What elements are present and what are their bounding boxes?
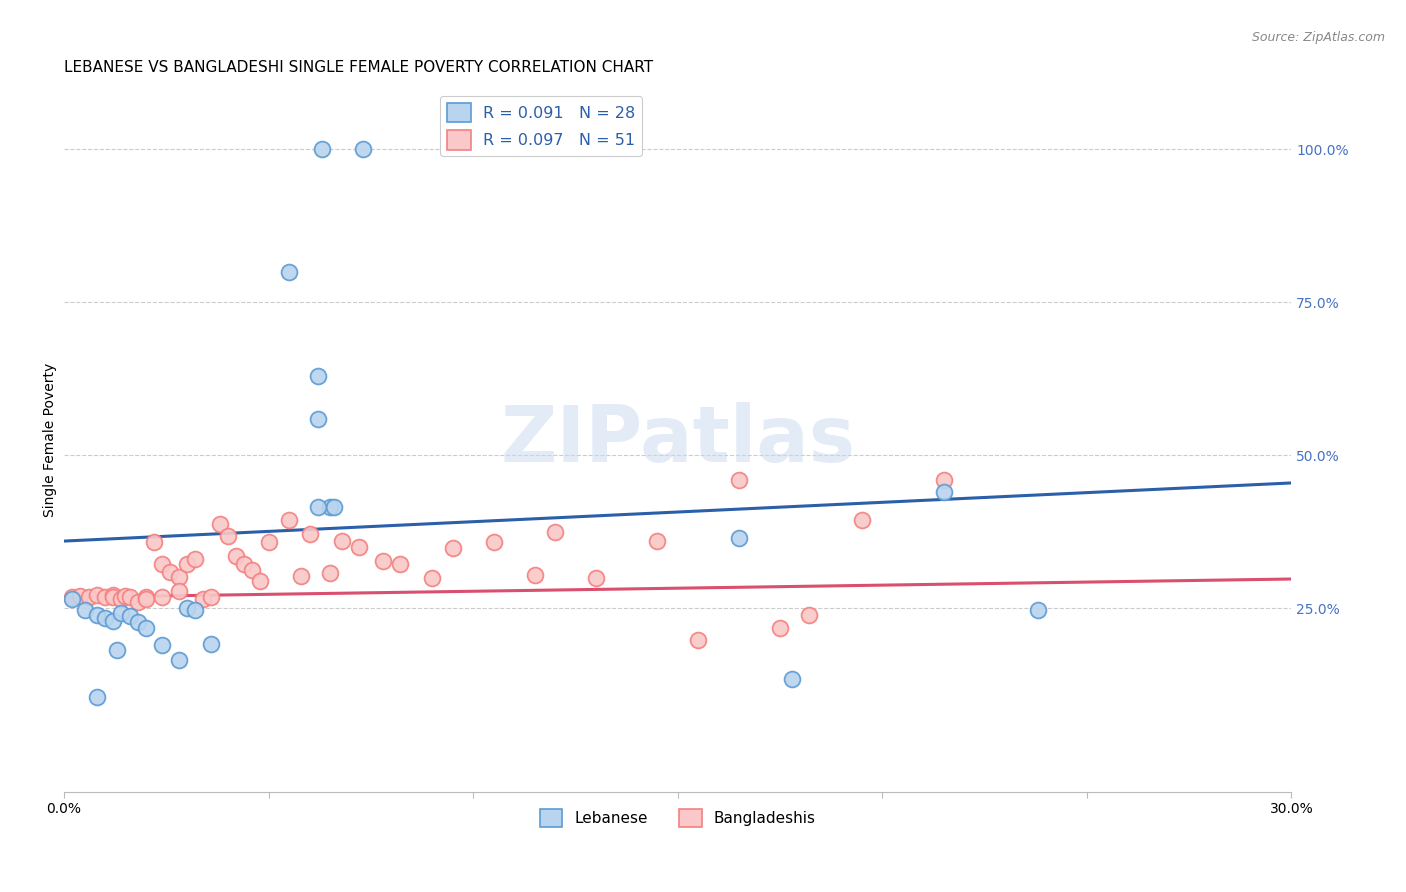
- Text: Source: ZipAtlas.com: Source: ZipAtlas.com: [1251, 31, 1385, 45]
- Point: [388, 557, 411, 571]
- Point: [482, 535, 505, 549]
- Point: [208, 516, 231, 531]
- Point: [769, 621, 792, 635]
- Point: [728, 531, 751, 545]
- Point: [323, 500, 346, 515]
- Legend: Lebanese, Bangladeshis: Lebanese, Bangladeshis: [533, 803, 823, 834]
- Point: [373, 554, 395, 568]
- Point: [544, 524, 567, 539]
- Point: [645, 534, 668, 549]
- Point: [114, 589, 136, 603]
- Point: [69, 589, 91, 603]
- Point: [127, 595, 149, 609]
- Point: [240, 564, 263, 578]
- Point: [330, 534, 353, 549]
- Point: [176, 558, 198, 572]
- Point: [135, 591, 157, 605]
- Point: [347, 540, 370, 554]
- Point: [167, 653, 190, 667]
- Point: [176, 601, 198, 615]
- Point: [728, 473, 751, 487]
- Point: [101, 588, 124, 602]
- Point: [94, 610, 117, 624]
- Point: [797, 607, 820, 622]
- Point: [307, 368, 329, 383]
- Point: [352, 143, 374, 157]
- Point: [307, 411, 329, 425]
- Point: [110, 592, 132, 607]
- Point: [159, 565, 181, 579]
- Point: [225, 549, 247, 564]
- Point: [127, 615, 149, 630]
- Point: [217, 529, 239, 543]
- Point: [143, 535, 166, 549]
- Point: [257, 535, 280, 549]
- Point: [200, 591, 222, 605]
- Point: [851, 513, 873, 527]
- Point: [150, 558, 173, 572]
- Point: [150, 591, 173, 605]
- Point: [60, 591, 83, 605]
- Point: [94, 591, 117, 605]
- Point: [184, 552, 207, 566]
- Point: [110, 607, 132, 621]
- Point: [233, 557, 256, 571]
- Point: [101, 614, 124, 628]
- Point: [105, 643, 128, 657]
- Point: [249, 574, 271, 588]
- Point: [311, 143, 333, 157]
- Point: [307, 500, 329, 515]
- Point: [86, 607, 108, 622]
- Point: [135, 592, 157, 607]
- Point: [319, 500, 342, 515]
- Point: [278, 265, 301, 279]
- Point: [101, 591, 124, 605]
- Point: [73, 602, 96, 616]
- Point: [688, 633, 710, 648]
- Point: [932, 485, 955, 500]
- Text: LEBANESE VS BANGLADESHI SINGLE FEMALE POVERTY CORRELATION CHART: LEBANESE VS BANGLADESHI SINGLE FEMALE PO…: [65, 60, 654, 75]
- Point: [191, 592, 214, 607]
- Point: [86, 690, 108, 705]
- Point: [420, 571, 443, 585]
- Text: ZIPatlas: ZIPatlas: [501, 402, 855, 478]
- Point: [441, 541, 464, 556]
- Point: [167, 584, 190, 599]
- Point: [184, 602, 207, 616]
- Point: [780, 672, 803, 686]
- Point: [932, 473, 955, 487]
- Point: [585, 571, 607, 585]
- Point: [118, 591, 141, 605]
- Point: [77, 591, 100, 605]
- Point: [167, 569, 190, 583]
- Point: [1026, 602, 1049, 616]
- Point: [523, 567, 546, 582]
- Y-axis label: Single Female Poverty: Single Female Poverty: [44, 363, 58, 517]
- Point: [278, 513, 301, 527]
- Point: [298, 526, 321, 541]
- Point: [135, 621, 157, 635]
- Point: [200, 637, 222, 651]
- Point: [319, 566, 342, 580]
- Point: [150, 638, 173, 652]
- Point: [86, 588, 108, 602]
- Point: [60, 592, 83, 607]
- Point: [118, 608, 141, 623]
- Point: [290, 569, 312, 583]
